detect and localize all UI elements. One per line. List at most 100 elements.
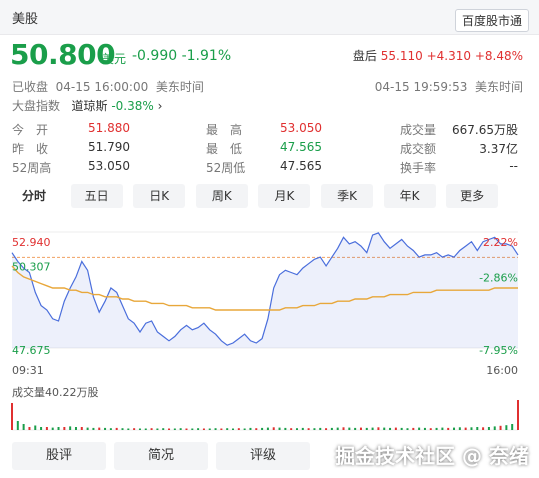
market-tag: 美股 (12, 12, 39, 27)
volume-bar (319, 427, 322, 430)
volume-bar (243, 428, 246, 430)
volume-bar (330, 427, 333, 430)
stat-value: 53.050 (280, 121, 322, 135)
volume-bar (301, 427, 304, 430)
bottom-tab-1[interactable]: 简况 (114, 442, 208, 470)
volume-bar (133, 428, 136, 430)
close-time: 04-15 16:00:00 (55, 80, 149, 94)
bottom-tab-0[interactable]: 股评 (12, 442, 106, 470)
volume-bar (109, 428, 112, 430)
volume-bar (98, 427, 101, 430)
y-right-tick: -7.95% (479, 344, 518, 357)
stat-value: 47.565 (280, 159, 322, 173)
volume-bar (45, 427, 48, 430)
volume-bar (249, 427, 252, 430)
volume-bar (284, 427, 287, 430)
stat-label: 成交额 (400, 142, 437, 156)
volume-bar (383, 427, 386, 430)
volume-bar (185, 428, 188, 430)
stat-label: 成交量 (400, 123, 437, 137)
volume-bar (255, 428, 258, 430)
volume-bar (86, 427, 89, 430)
volume-bar (220, 428, 223, 430)
volume-bar (493, 426, 496, 430)
price-line (11, 232, 519, 346)
volume-bar (63, 427, 66, 430)
volume-bar (447, 427, 450, 430)
close-status: 已收盘 04-15 16:00:00 美东时间 (12, 78, 204, 95)
volume-bar (453, 427, 456, 430)
tab-2[interactable]: 日K (133, 184, 186, 208)
stat-label: 52周高 (12, 161, 52, 175)
volume-bar (16, 421, 19, 430)
volume-bar (104, 427, 107, 430)
volume-bar (325, 428, 328, 430)
volume-bar (359, 427, 362, 430)
top-bar (0, 0, 539, 35)
tab-1[interactable]: 五日 (70, 184, 123, 208)
volume-bar (307, 428, 310, 430)
index-label: 大盘指数 (12, 99, 61, 113)
volume-bar (313, 428, 316, 430)
tab-6[interactable]: 年K (383, 184, 436, 208)
volume-bar (505, 425, 508, 430)
price-area (12, 232, 518, 348)
volume-bar (237, 428, 240, 430)
stat-label: 52周低 (206, 161, 246, 175)
index-row[interactable]: 大盘指数 道琼斯 -0.38% › (12, 97, 162, 114)
volume-bar (197, 428, 200, 430)
volume-bar (144, 428, 147, 430)
volume-bar (295, 428, 298, 430)
tab-3[interactable]: 周K (195, 184, 248, 208)
volume-bar (11, 403, 13, 430)
current-price: 50.800 (10, 38, 116, 71)
tab-5[interactable]: 季K (321, 184, 373, 208)
volume-bar (22, 424, 25, 430)
stat-value: 51.880 (88, 121, 130, 135)
y-left-tick: 52.940 (12, 236, 51, 249)
x-tick-start: 09:31 (12, 364, 44, 377)
volume-bar (278, 427, 281, 430)
volume-bar (377, 427, 380, 430)
volume-bar (470, 427, 473, 430)
bottom-tab-2[interactable]: 评级 (216, 442, 310, 470)
volume-bar (121, 428, 124, 430)
y-right-tick: -2.86% (479, 271, 518, 284)
volume-bar (40, 427, 43, 430)
volume-bar (400, 427, 403, 430)
tab-7[interactable]: 更多 (446, 184, 499, 208)
after-tz: 美东时间 (474, 80, 523, 94)
volume-bar (290, 428, 293, 430)
volume-bar (435, 427, 438, 430)
volume-bar (429, 428, 432, 430)
stat-value: -- (509, 159, 518, 173)
volume-bar (487, 427, 490, 430)
volume-bar (354, 427, 357, 430)
stat-value: 53.050 (88, 159, 130, 173)
stat-label: 最 高 (206, 123, 243, 137)
volume-bar (336, 427, 339, 430)
volume-bar (348, 427, 351, 430)
stat-value: 51.790 (88, 140, 130, 154)
volume-bar (406, 428, 409, 430)
y-left-tick: 50.307 (12, 260, 51, 273)
volume-bar (412, 427, 415, 430)
watermark: 掘金技术社区 @ 奈绪 (335, 444, 529, 468)
volume-bar (365, 427, 368, 430)
volume-bar (80, 427, 83, 430)
after-hours-time: 04-15 19:59:53 美东时间 (375, 78, 523, 95)
volume-bar (482, 427, 485, 430)
stat-value: 667.65万股 (452, 123, 518, 137)
tab-0[interactable]: 分时 (8, 184, 60, 208)
tab-4[interactable]: 月K (258, 184, 311, 208)
volume-bar (441, 427, 444, 430)
volume-bar (517, 400, 519, 430)
volume-bar (261, 427, 264, 430)
index-name: 道琼斯 (71, 99, 108, 113)
volume-bar (162, 428, 165, 430)
volume-bar (214, 428, 217, 430)
app-link-button[interactable]: 百度股市通 (454, 9, 529, 32)
volume-bar (51, 427, 54, 430)
close-tz: 美东时间 (155, 80, 204, 94)
y-right-tick: 2.22% (483, 236, 518, 249)
